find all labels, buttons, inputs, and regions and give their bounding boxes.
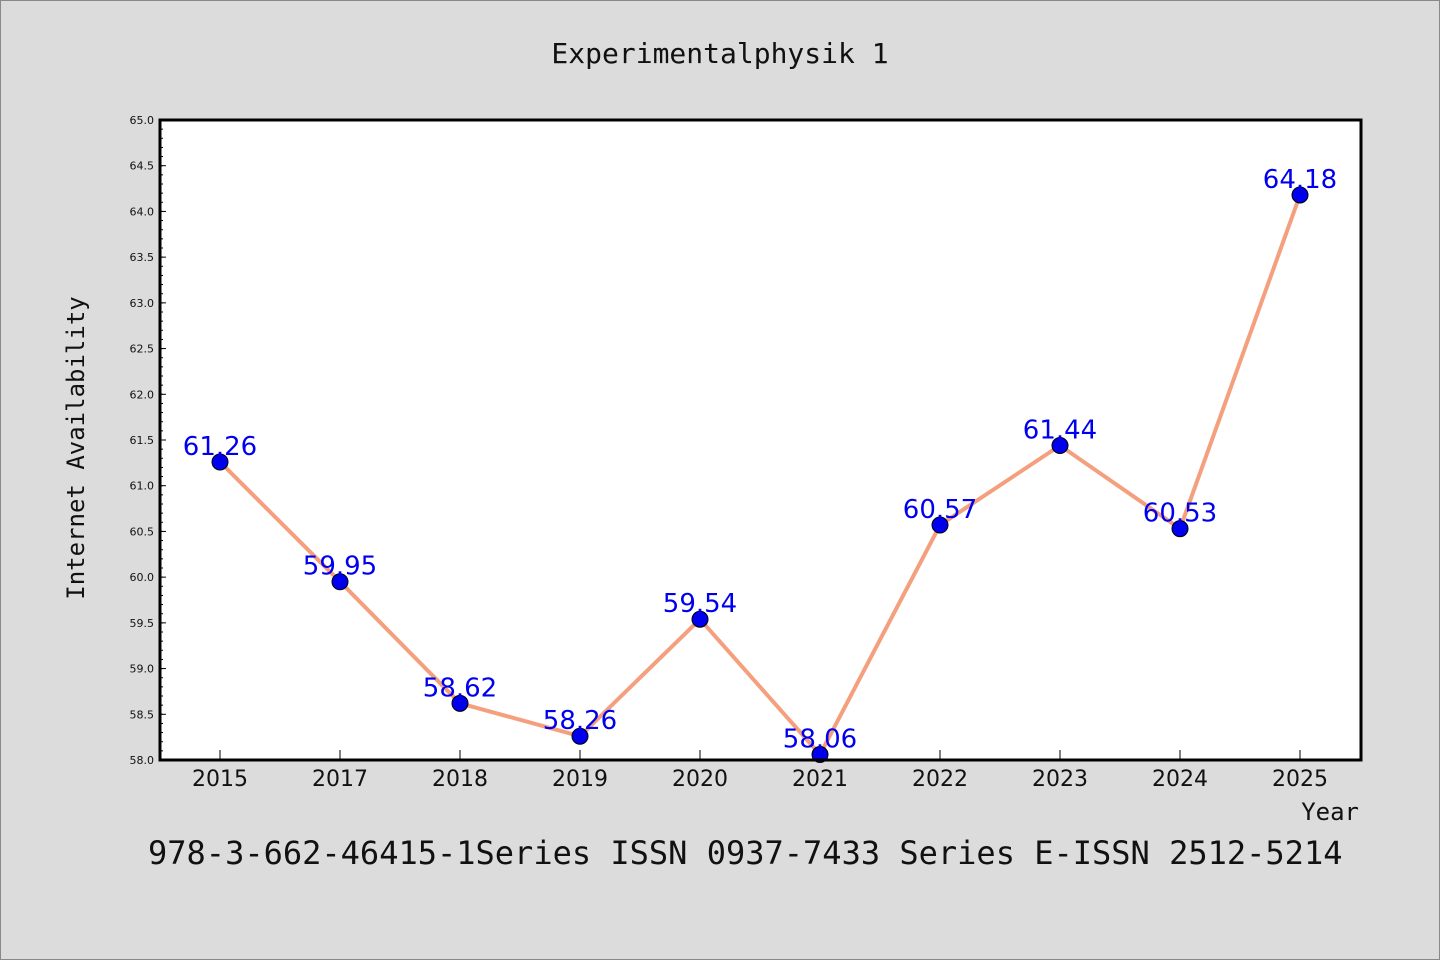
x-tick-label: 2024	[1152, 767, 1208, 792]
y-tick-label: 62.5	[130, 343, 155, 356]
data-point-marker	[211, 453, 229, 471]
data-label: 58.26	[543, 706, 617, 736]
x-tick-label: 2022	[912, 767, 968, 792]
y-tick-label: 60.0	[130, 571, 155, 584]
y-tick-label: 58.0	[130, 754, 155, 767]
x-tick-label: 2020	[672, 767, 728, 792]
y-tick-label: 63.5	[130, 251, 155, 264]
x-axis-ticks: 2015 2017 2018 2019 2020 2021 2022 2023 2024 2025	[192, 750, 1328, 792]
y-axis-ticks: 58.0 58.5 59.0 59.5 60.0 60.5 61.0 61.5 62.0 62.5…	[130, 114, 166, 767]
x-tick-label: 2015	[192, 767, 248, 792]
footer-isbn-issn: 978-3-662-46415-1Series ISSN 0937-7433 S…	[148, 834, 1342, 872]
x-axis-label: Year	[1301, 798, 1359, 826]
chart-title: Experimentalphysik 1	[551, 37, 888, 70]
y-tick-label: 60.5	[130, 525, 155, 538]
y-tick-label: 63.0	[130, 297, 155, 310]
data-label: 59.54	[663, 589, 737, 619]
data-label: 61.44	[1023, 415, 1097, 445]
x-tick-label: 2023	[1032, 767, 1088, 792]
x-tick-label: 2017	[312, 767, 368, 792]
data-label: 59.95	[303, 552, 377, 582]
x-tick-label: 2021	[792, 767, 848, 792]
data-point-marker	[931, 516, 949, 534]
data-point-marker	[451, 694, 469, 712]
data-label: 60.53	[1143, 499, 1217, 529]
y-tick-label: 64.0	[130, 205, 155, 218]
y-tick-label: 59.0	[130, 663, 155, 676]
series-line	[218, 194, 1302, 757]
data-label: 58.06	[783, 725, 857, 755]
data-point-marker	[1291, 186, 1309, 204]
y-axis-label: Internet Availability	[62, 296, 90, 599]
data-markers	[211, 186, 1309, 764]
plot-frame	[158, 118, 1363, 762]
y-tick-label: 61.0	[130, 480, 155, 493]
y-tick-label: 64.5	[130, 160, 155, 173]
data-label: 58.62	[423, 673, 497, 703]
y-tick-label: 58.5	[130, 708, 155, 721]
x-tick-label: 2025	[1272, 767, 1328, 792]
data-label: 60.57	[903, 495, 977, 525]
data-point-marker	[1051, 436, 1069, 454]
data-point-marker	[331, 573, 349, 591]
x-tick-label: 2018	[432, 767, 488, 792]
y-tick-label: 59.5	[130, 617, 155, 630]
data-point-marker	[691, 610, 709, 628]
data-label: 61.26	[183, 432, 257, 462]
plot-area	[160, 120, 1361, 760]
data-point-marker	[571, 727, 589, 745]
y-tick-label: 61.5	[130, 434, 155, 447]
x-tick-label: 2019	[552, 767, 608, 792]
data-point-marker	[1171, 520, 1189, 538]
data-label: 64.18	[1263, 165, 1337, 195]
y-tick-label: 62.0	[130, 388, 155, 401]
data-labels: 61.26 59.95 58.62 58.26 59.54 58.06 60.57 61.44…	[183, 165, 1337, 755]
y-tick-label: 65.0	[130, 114, 155, 127]
